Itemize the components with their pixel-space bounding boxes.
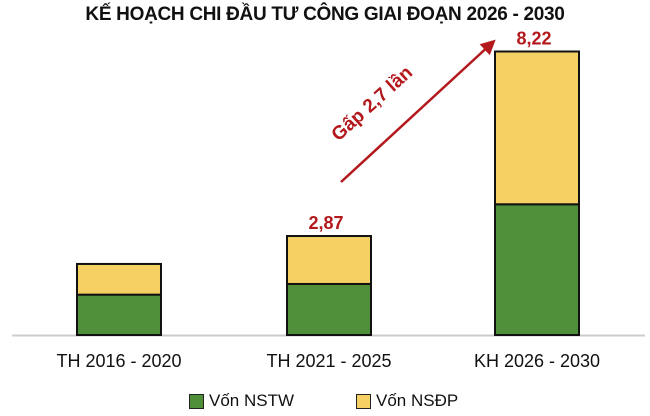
bar-nstw-1 [286, 282, 372, 337]
bar-nsdp-2 [494, 50, 580, 206]
chart-title: KẾ HOẠCH CHI ĐẦU TƯ CÔNG GIAI ĐOẠN 2026 … [85, 4, 565, 25]
bar-nstw-0 [76, 293, 162, 336]
legend-label-nsdp: Vốn NSĐP [376, 391, 459, 410]
data-label: 8,22 [516, 29, 551, 49]
x-tick-label: KH 2026 - 2030 [474, 351, 600, 371]
legend-item-nstw: Vốn NSTW [189, 391, 294, 411]
legend-label-nstw: Vốn NSTW [209, 391, 295, 410]
legend-swatch-nsdp [356, 393, 371, 409]
legend-item-nsdp: Vốn NSĐP [356, 391, 458, 411]
legend-swatch-nstw [189, 393, 204, 409]
x-tick-label: TH 2021 - 2025 [266, 351, 391, 371]
growth-arrow [340, 39, 496, 183]
data-label: 2,87 [308, 213, 343, 233]
bar-nsdp-1 [286, 235, 372, 285]
annotation-text: Gấp 2,7 lần [328, 62, 417, 145]
x-tick-label: TH 2016 - 2020 [56, 351, 181, 371]
bar-nstw-2 [494, 203, 580, 336]
bar-nsdp-0 [76, 262, 162, 296]
